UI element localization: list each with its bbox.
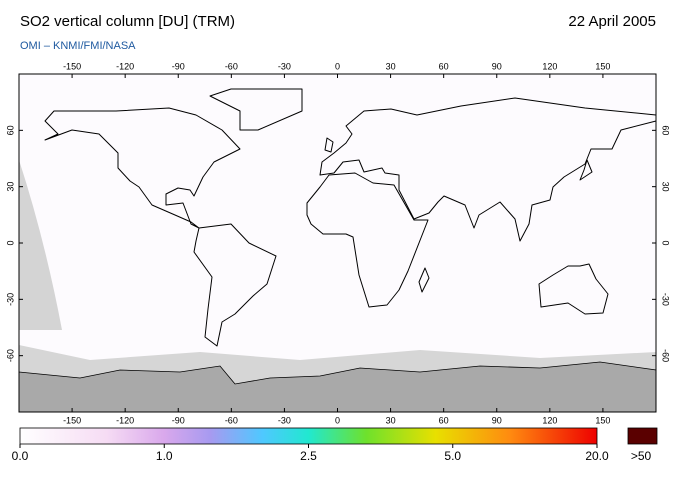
- x-tick-label-bottom: 90: [492, 415, 502, 425]
- colorbar-label: 20.0: [585, 449, 609, 463]
- x-tick-label-top: 120: [542, 61, 557, 71]
- y-tick-label-right: 60: [661, 125, 671, 135]
- y-tick-label-left: 60: [5, 125, 15, 135]
- map-area: [18, 73, 657, 413]
- africa: [306, 172, 429, 308]
- colorbar-label: 0.0: [12, 449, 29, 463]
- x-tick-label-top: 0: [335, 61, 340, 71]
- map-background: [19, 74, 656, 412]
- uk: [324, 137, 334, 153]
- north-america: [44, 107, 241, 229]
- title: SO2 vertical column [DU] (TRM): [20, 13, 235, 30]
- y-tick-label-right: 0: [661, 240, 671, 245]
- x-tick-label-bottom: 60: [439, 415, 449, 425]
- y-tick-label-left: 0: [5, 240, 15, 245]
- x-tick-label-top: -150: [63, 61, 81, 71]
- x-tick-label-top: -90: [172, 61, 185, 71]
- south-america: [193, 223, 277, 347]
- date: 22 April 2005: [568, 13, 656, 30]
- y-tick-label-right: -30: [661, 293, 671, 306]
- colorbar-label: 2.5: [300, 449, 317, 463]
- y-tick-label-left: -60: [5, 349, 15, 362]
- x-tick-label-top: 150: [595, 61, 610, 71]
- x-tick-label-top: 60: [439, 61, 449, 71]
- x-tick-label-top: -30: [278, 61, 291, 71]
- australia: [538, 263, 609, 315]
- y-tick-label-left: 30: [5, 182, 15, 192]
- colorbar-label: 5.0: [444, 449, 461, 463]
- x-tick-label-bottom: 120: [542, 415, 557, 425]
- x-tick-label-bottom: -150: [63, 415, 81, 425]
- colorbar-label: 1.0: [156, 449, 173, 463]
- x-tick-label-bottom: 150: [595, 415, 610, 425]
- x-tick-label-bottom: 30: [386, 415, 396, 425]
- x-tick-label-top: 30: [386, 61, 396, 71]
- y-tick-label-right: -60: [661, 349, 671, 362]
- madagascar: [418, 267, 430, 293]
- credit: OMI – KNMI/FMI/NASA: [20, 40, 136, 52]
- y-tick-label-right: 30: [661, 182, 671, 192]
- no-data-wedge: [19, 160, 62, 330]
- colorbar: [19, 427, 598, 445]
- x-tick-label-top: -60: [225, 61, 238, 71]
- japan: [579, 159, 593, 181]
- overflow-label: >50: [631, 449, 652, 463]
- x-tick-label-top: -120: [116, 61, 134, 71]
- x-tick-label-top: 90: [492, 61, 502, 71]
- eurasia: [319, 97, 657, 242]
- x-tick-label-bottom: 0: [335, 415, 340, 425]
- x-tick-label-bottom: -120: [116, 415, 134, 425]
- x-tick-label-bottom: -30: [278, 415, 291, 425]
- colorbar-overflow: [627, 427, 658, 445]
- x-tick-label-bottom: -90: [172, 415, 185, 425]
- y-tick-label-left: -30: [5, 293, 15, 306]
- greenland: [209, 88, 303, 131]
- x-tick-label-bottom: -60: [225, 415, 238, 425]
